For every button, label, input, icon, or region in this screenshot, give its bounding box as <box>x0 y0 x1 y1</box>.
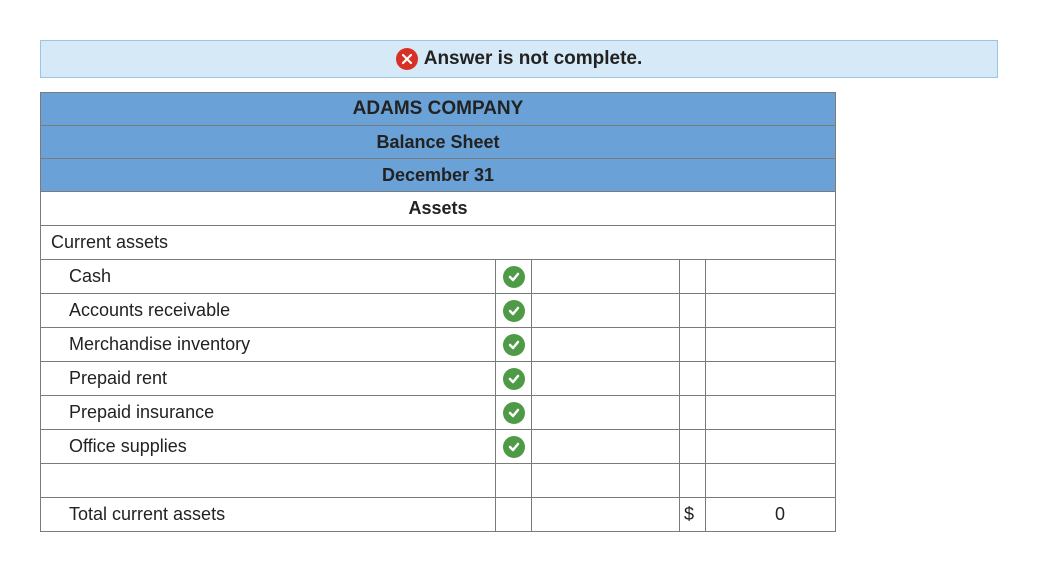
sheet-date: December 31 <box>41 159 836 192</box>
item-label[interactable]: Prepaid insurance <box>41 396 496 430</box>
item-check <box>496 294 532 328</box>
item-label[interactable]: Accounts receivable <box>41 294 496 328</box>
item-amount[interactable] <box>532 396 680 430</box>
status-banner: Answer is not complete. <box>40 40 998 78</box>
item-label[interactable]: Cash <box>41 260 496 294</box>
total-check <box>496 498 532 532</box>
status-text: Answer is not complete. <box>424 48 643 70</box>
item-amount[interactable] <box>532 328 680 362</box>
blank-check <box>496 464 532 498</box>
item-currency <box>680 260 706 294</box>
check-icon <box>503 334 525 356</box>
check-icon <box>503 300 525 322</box>
item-total <box>706 362 836 396</box>
item-currency <box>680 396 706 430</box>
item-currency <box>680 362 706 396</box>
blank-total <box>706 464 836 498</box>
item-check <box>496 328 532 362</box>
total-value: 0 <box>706 498 836 532</box>
item-check <box>496 396 532 430</box>
blank-label[interactable] <box>41 464 496 498</box>
item-amount[interactable] <box>532 430 680 464</box>
check-icon <box>503 368 525 390</box>
item-total <box>706 328 836 362</box>
item-currency <box>680 294 706 328</box>
item-total <box>706 260 836 294</box>
item-total <box>706 430 836 464</box>
company-name: ADAMS COMPANY <box>41 93 836 126</box>
error-icon <box>396 48 418 70</box>
check-icon <box>503 402 525 424</box>
sheet-title: Balance Sheet <box>41 126 836 159</box>
item-currency <box>680 430 706 464</box>
item-amount[interactable] <box>532 294 680 328</box>
item-amount[interactable] <box>532 362 680 396</box>
item-currency <box>680 328 706 362</box>
item-total <box>706 294 836 328</box>
blank-amount[interactable] <box>532 464 680 498</box>
item-check <box>496 430 532 464</box>
total-label: Total current assets <box>41 498 496 532</box>
balance-sheet-table: ADAMS COMPANY Balance Sheet December 31 … <box>40 92 836 532</box>
check-icon <box>503 266 525 288</box>
item-check <box>496 362 532 396</box>
item-label[interactable]: Prepaid rent <box>41 362 496 396</box>
item-label[interactable]: Office supplies <box>41 430 496 464</box>
item-total <box>706 396 836 430</box>
item-label[interactable]: Merchandise inventory <box>41 328 496 362</box>
section-assets: Assets <box>41 192 836 226</box>
item-check <box>496 260 532 294</box>
group-current-assets: Current assets <box>41 226 836 260</box>
item-amount[interactable] <box>532 260 680 294</box>
blank-currency <box>680 464 706 498</box>
total-currency: $ <box>680 498 706 532</box>
check-icon <box>503 436 525 458</box>
total-amount <box>532 498 680 532</box>
